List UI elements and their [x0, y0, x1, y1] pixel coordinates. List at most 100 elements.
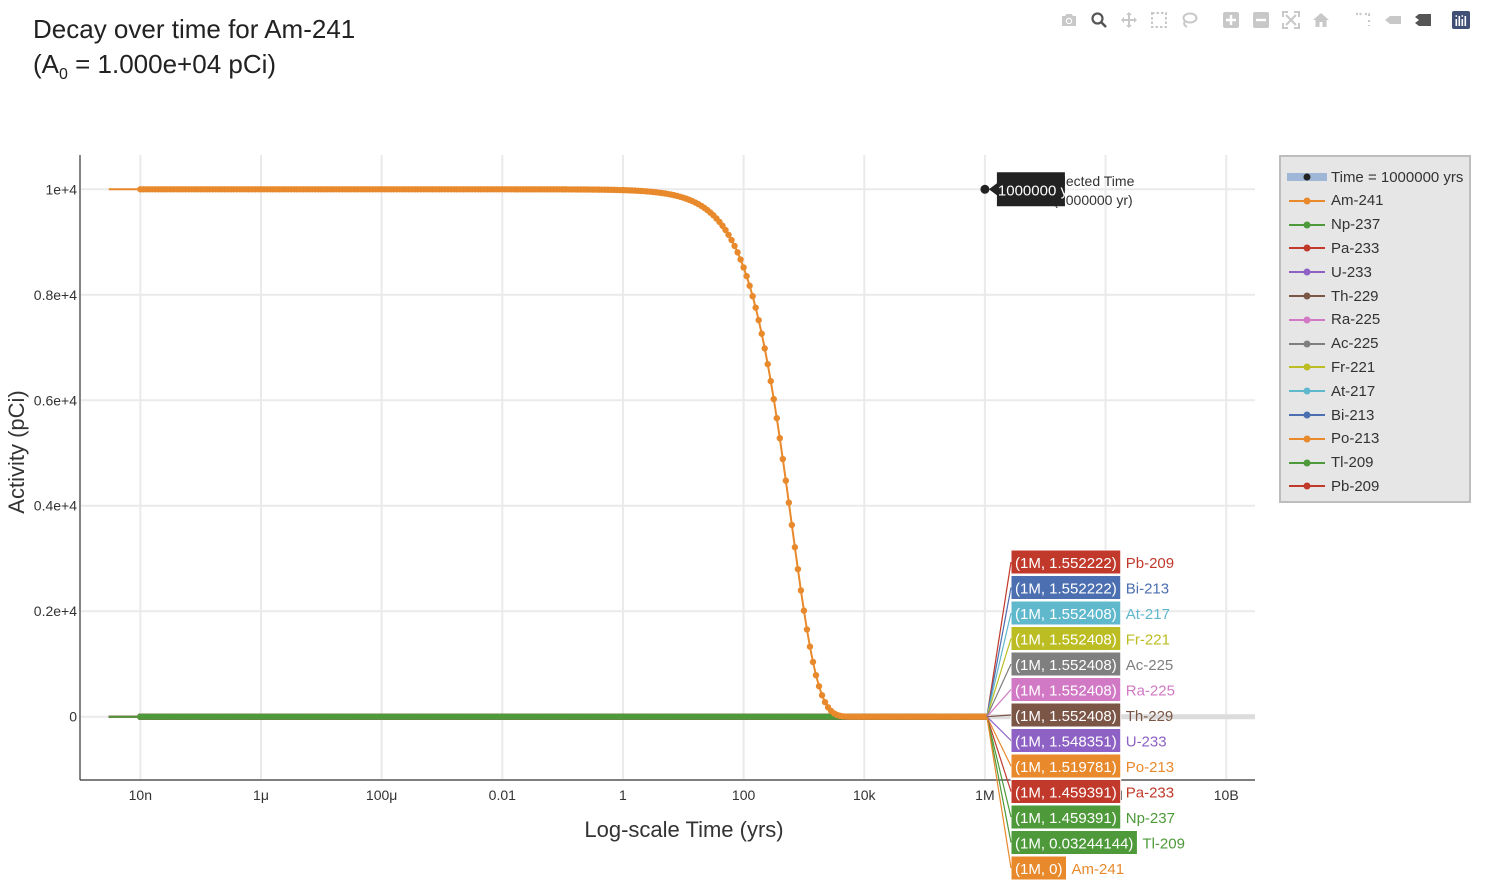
zoom-icon[interactable]	[1088, 9, 1110, 31]
legend-swatch	[1289, 340, 1325, 348]
hover-label-pointer	[986, 716, 1012, 741]
legend-item[interactable]: Pa-233	[1287, 237, 1379, 259]
legend-item[interactable]: Bi-213	[1287, 404, 1374, 426]
data-point	[734, 249, 741, 256]
selected-time-point	[980, 184, 990, 194]
x-tick-label: 1	[619, 787, 627, 803]
hover-label-value: (1M, 1.459391)	[1015, 810, 1117, 827]
data-point	[746, 282, 753, 289]
legend-item[interactable]: Fr-221	[1287, 356, 1375, 378]
reset-axes-icon[interactable]	[1310, 9, 1332, 31]
hover-label-value: (1M, 1.552222)	[1015, 581, 1117, 598]
hover-label-value: (1M, 1.459391)	[1015, 785, 1117, 802]
legend-item[interactable]: Ra-225	[1287, 309, 1380, 331]
data-point	[764, 360, 771, 368]
series-line	[108, 188, 985, 718]
hover-label-box	[1010, 549, 1122, 575]
legend-item-label: U-233	[1331, 263, 1372, 281]
hover-label-at-217: (1M, 1.552408) At-217	[986, 600, 1170, 717]
hover-label-box	[1010, 626, 1122, 651]
hover-label-ra-225: (1M, 1.552408) Ra-225	[986, 677, 1175, 718]
hover-compare-icon[interactable]	[1412, 9, 1434, 31]
legend-swatch	[1289, 292, 1325, 300]
hover-label-value: (1M, 1.548351)	[1015, 734, 1117, 751]
y-axis-title: Activity (pCi)	[4, 390, 29, 513]
data-point	[740, 264, 747, 271]
data-point	[785, 499, 793, 506]
hover-label-box	[1010, 728, 1122, 753]
data-point	[743, 272, 750, 280]
hover-label-series-name: Am-241	[1072, 861, 1125, 878]
zoom-in-icon[interactable]	[1220, 9, 1242, 31]
hover-label-ac-225: (1M, 1.552408) Ac-225	[986, 651, 1174, 717]
plotly-logo-icon[interactable]	[1450, 9, 1472, 31]
legend-swatch-marker	[1303, 197, 1311, 205]
legend-item[interactable]: Pb-209	[1287, 475, 1379, 497]
series-am-241	[108, 186, 989, 720]
legend-item[interactable]: Time = 1000000 yrs	[1287, 166, 1463, 188]
y-tick-label: 0.4e+4	[34, 498, 77, 514]
selected-time-marker: Selected Time (1000000 yr) 1000000 yrs	[980, 172, 1135, 208]
hover-label-series-name: Th-229	[1126, 708, 1174, 725]
data-point	[803, 626, 811, 633]
y-tick-label: 0	[69, 709, 77, 725]
hover-label-pointer	[986, 663, 1012, 717]
x-tick-label: 100	[732, 787, 756, 803]
hover-label-bi-213: (1M, 1.552222) Bi-213	[986, 575, 1169, 717]
hover-label-series-name: At-217	[1126, 606, 1170, 623]
legend-item-label: Time = 1000000 yrs	[1331, 168, 1464, 186]
hover-label-u-233: (1M, 1.548351) U-233	[986, 716, 1167, 753]
hover-label-pointer	[986, 714, 1012, 718]
legend-swatch-marker	[1303, 435, 1311, 443]
hover-label-th-229: (1M, 1.552408) Th-229	[986, 702, 1174, 728]
legend-item[interactable]: Ac-225	[1287, 333, 1379, 355]
zoom-out-icon[interactable]	[1250, 9, 1272, 31]
camera-icon[interactable]	[1058, 9, 1080, 31]
legend-swatch	[1289, 387, 1325, 395]
hover-label-series-name: Pa-233	[1126, 785, 1174, 802]
hover-label-series-name: Ac-225	[1126, 657, 1174, 674]
pan-icon[interactable]	[1118, 9, 1140, 31]
hover-label-np-237: (1M, 1.459391) Np-237	[986, 716, 1175, 830]
hover-closest-icon[interactable]	[1382, 9, 1404, 31]
legend-item-label: Th-229	[1331, 287, 1379, 305]
hover-label-series-name: Po-213	[1126, 759, 1174, 776]
legend-swatch-marker	[1303, 173, 1311, 181]
spike-lines-icon[interactable]	[1352, 9, 1374, 31]
legend-item-label: Ac-225	[1331, 335, 1379, 353]
data-point	[737, 256, 744, 263]
legend-item[interactable]: At-217	[1287, 380, 1375, 402]
data-point	[773, 414, 780, 422]
x-tick-label: 100μ	[366, 787, 397, 803]
series-np-237	[108, 713, 989, 720]
data-point	[749, 293, 756, 300]
legend-item[interactable]: Po-213	[1287, 428, 1379, 450]
data-point	[725, 231, 732, 238]
lasso-icon[interactable]	[1178, 9, 1200, 31]
legend-item-label: Np-237	[1331, 216, 1381, 234]
data-point	[812, 671, 820, 679]
hover-label-series-name: Np-237	[1126, 810, 1175, 827]
legend-swatch-marker	[1303, 316, 1311, 324]
legend-item[interactable]: Th-229	[1287, 285, 1379, 307]
hover-label-pointer	[986, 638, 1012, 717]
hover-label-box	[1010, 702, 1122, 728]
data-point	[821, 698, 829, 706]
legend-item[interactable]: U-233	[1287, 261, 1372, 283]
legend-item[interactable]: Am-241	[1287, 190, 1384, 212]
box-select-icon[interactable]	[1148, 9, 1170, 31]
legend-item[interactable]: Tl-209	[1287, 452, 1374, 474]
hover-label-fr-221: (1M, 1.552408) Fr-221	[986, 626, 1170, 717]
hover-label-box	[1010, 804, 1122, 830]
hover-label-pointer	[986, 716, 1012, 767]
x-tick-label: 10k	[853, 787, 877, 803]
legend-swatch	[1289, 363, 1325, 371]
hover-label-box	[1010, 779, 1122, 804]
legend-item[interactable]: Np-237	[1287, 214, 1380, 236]
legend-swatch	[1289, 268, 1325, 276]
chart-title: Decay over time for Am-241 (A0 = 1.000e+…	[33, 12, 355, 92]
hover-label-value: (1M, 0.03244144)	[1015, 836, 1133, 853]
autoscale-icon[interactable]	[1280, 9, 1302, 31]
title-line-2: (A0 = 1.000e+04 pCi)	[33, 47, 355, 92]
